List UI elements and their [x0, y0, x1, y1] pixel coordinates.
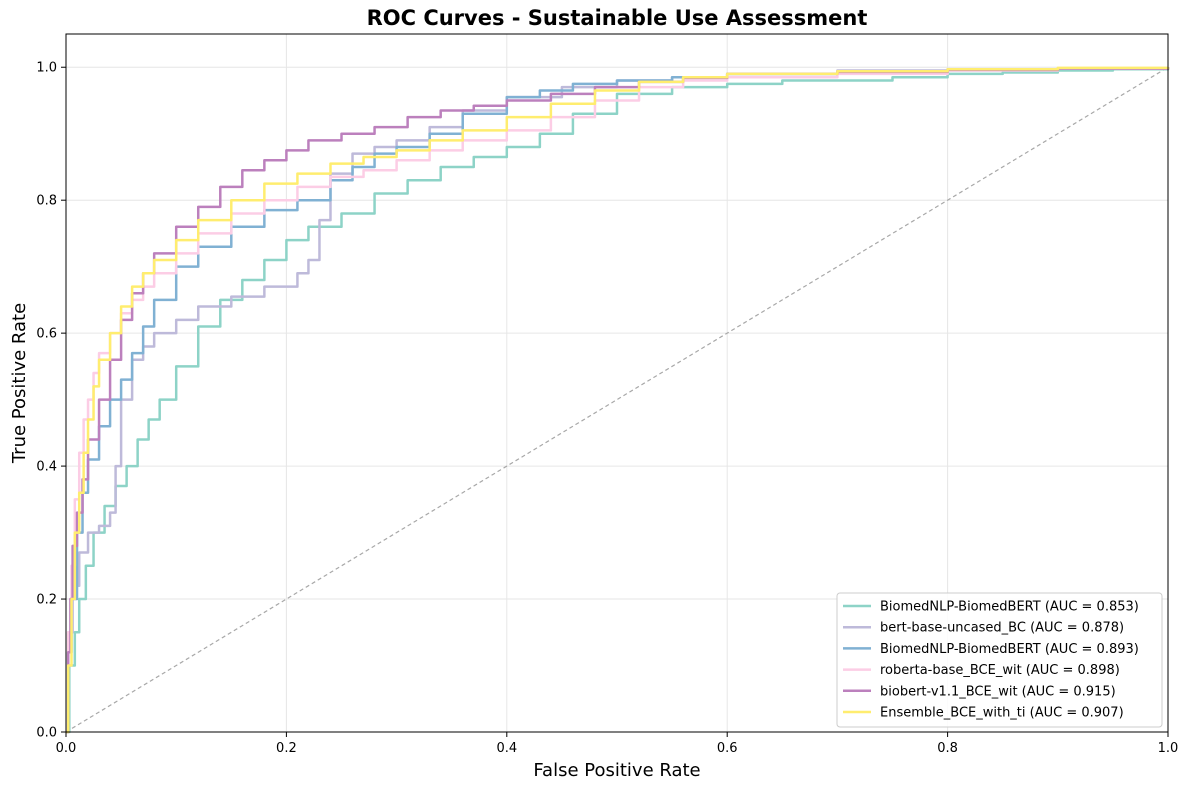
y-tick-label: 0.0: [36, 726, 57, 741]
legend-label: roberta-base_BCE_wit (AUC = 0.898): [880, 663, 1120, 678]
x-tick-label: 0.2: [276, 741, 297, 756]
reference-diagonal: [65, 66, 1169, 733]
series-line-6: [66, 66, 1170, 734]
series-lines: [66, 66, 1170, 734]
legend-box: [836, 592, 1163, 728]
x-tick-label: 1.0: [1158, 741, 1179, 756]
legend-label: Ensemble_BCE_with_ti (AUC = 0.907): [880, 706, 1124, 721]
legend-label: BiomedNLP-BiomedBERT (AUC = 0.853): [880, 600, 1139, 615]
diagonal-line: [65, 66, 1169, 733]
y-tick-label: 1.0: [36, 61, 57, 76]
x-axis-label: False Positive Rate: [533, 760, 700, 781]
legend-label: BiomedNLP-BiomedBERT (AUC = 0.893): [880, 642, 1139, 657]
legend-label: bert-base-uncased_BC (AUC = 0.878): [880, 621, 1124, 636]
series-line-1: [66, 67, 1170, 734]
y-tick-label: 0.8: [36, 194, 57, 209]
plot-frame: [65, 33, 1169, 733]
x-tick-label: 0.0: [56, 741, 77, 756]
y-axis-label: True Positive Rate: [9, 303, 30, 464]
y-tick-label: 0.6: [36, 327, 57, 342]
y-tick-label: 0.4: [36, 460, 57, 475]
axis-ticks: 0.0 0.2 0.4 0.6 0.8 1.0 0.0 0.2 0.4 0.6 0.8 1.0: [36, 61, 1178, 756]
x-tick-label: 0.8: [937, 741, 958, 756]
x-tick-label: 0.6: [717, 741, 738, 756]
x-tick-label: 0.4: [496, 741, 517, 756]
legend: BiomedNLP-BiomedBERT (AUC = 0.853) bert-b…: [836, 592, 1163, 728]
legend-label: biobert-v1.1_BCE_wit (AUC = 0.915): [880, 684, 1116, 699]
chart-title: ROC Curves - Sustainable Use Assessment: [367, 6, 868, 30]
y-tick-label: 0.2: [36, 593, 57, 608]
